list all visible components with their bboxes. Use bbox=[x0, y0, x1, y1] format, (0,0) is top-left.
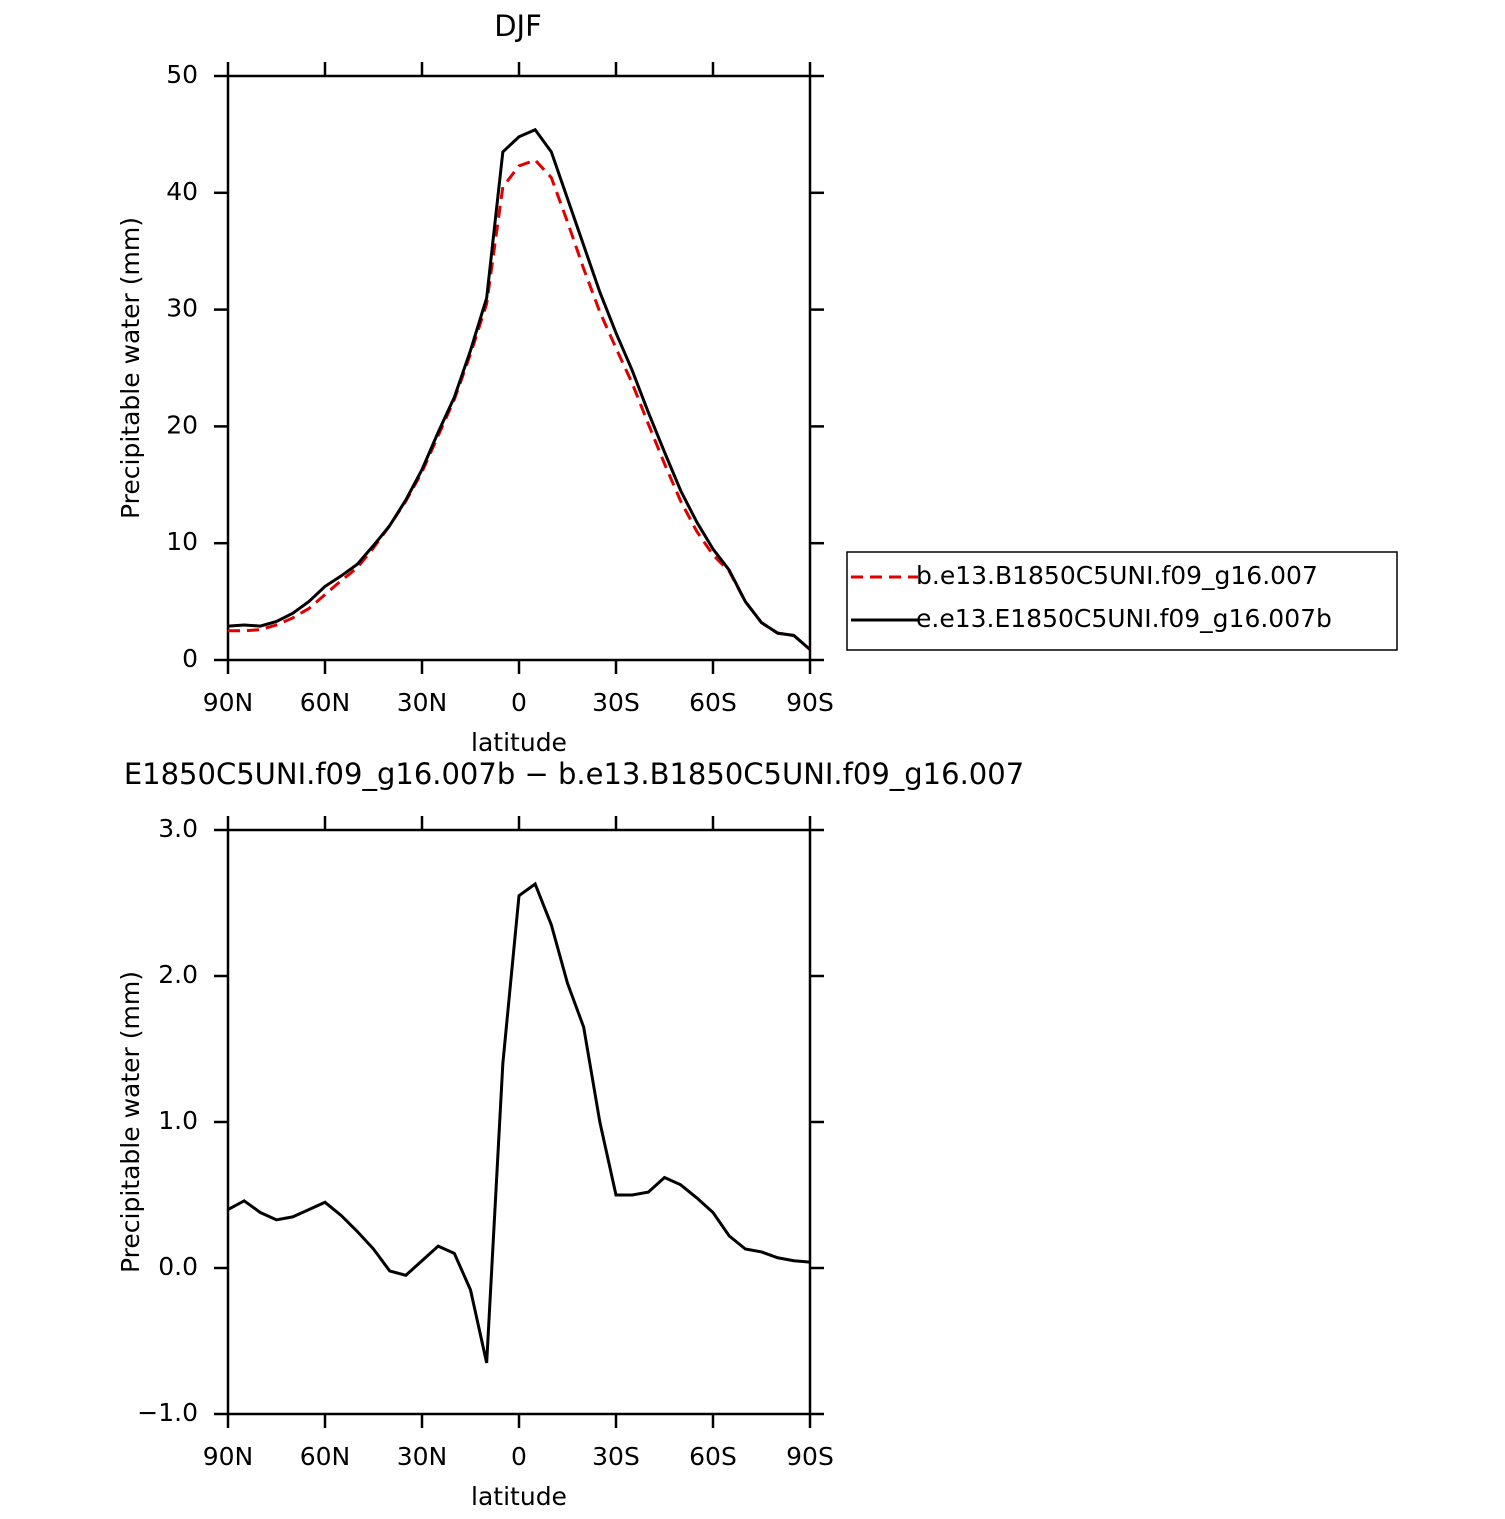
x-tick-label: 30S bbox=[592, 1442, 640, 1471]
y-tick-label: 30 bbox=[166, 294, 198, 323]
x-tick-label: 0 bbox=[511, 688, 527, 717]
y-axis-label: Precipitable water (mm) bbox=[116, 971, 145, 1273]
y-tick-label: 2.0 bbox=[158, 960, 198, 989]
x-tick-label: 60N bbox=[300, 688, 351, 717]
y-tick-label: 1.0 bbox=[158, 1106, 198, 1135]
x-tick-label: 90S bbox=[786, 688, 834, 717]
legend-label: e.e13.E1850C5UNI.f09_g16.007b bbox=[916, 604, 1332, 633]
x-tick-label: 30S bbox=[592, 688, 640, 717]
data-line bbox=[228, 158, 811, 651]
y-tick-label: 40 bbox=[166, 177, 198, 206]
y-axis-label: Precipitable water (mm) bbox=[116, 217, 145, 519]
data-line bbox=[227, 127, 811, 651]
plot-frame bbox=[226, 828, 812, 1416]
y-tick-label: −1.0 bbox=[137, 1398, 198, 1427]
x-tick-label: 60S bbox=[689, 1442, 737, 1471]
y-tick-label: 0 bbox=[182, 644, 198, 673]
x-axis-label: latitude bbox=[471, 728, 567, 757]
x-tick-label: 0 bbox=[511, 1442, 527, 1471]
plot-frame bbox=[226, 74, 812, 662]
y-tick-label: 20 bbox=[166, 410, 198, 439]
data-line bbox=[227, 881, 811, 1364]
x-tick-label: 90S bbox=[786, 1442, 834, 1471]
x-axis-label: latitude bbox=[471, 1482, 567, 1511]
x-tick-label: 90N bbox=[203, 688, 254, 717]
x-tick-label: 60S bbox=[689, 688, 737, 717]
y-tick-label: 0.0 bbox=[158, 1252, 198, 1281]
legend-label: b.e13.B1850C5UNI.f09_g16.007 bbox=[916, 561, 1318, 590]
y-tick-label: 3.0 bbox=[158, 814, 198, 843]
chart-title: DJF bbox=[494, 9, 542, 43]
x-tick-label: 30N bbox=[397, 1442, 448, 1471]
legend-box bbox=[846, 551, 1398, 651]
x-tick-label: 90N bbox=[203, 1442, 254, 1471]
y-tick-label: 10 bbox=[166, 527, 198, 556]
x-tick-label: 60N bbox=[300, 1442, 351, 1471]
y-tick-label: 50 bbox=[166, 60, 198, 89]
x-tick-label: 30N bbox=[397, 688, 448, 717]
chart-title: E1850C5UNI.f09_g16.007b − b.e13.B1850C5U… bbox=[124, 757, 1024, 791]
